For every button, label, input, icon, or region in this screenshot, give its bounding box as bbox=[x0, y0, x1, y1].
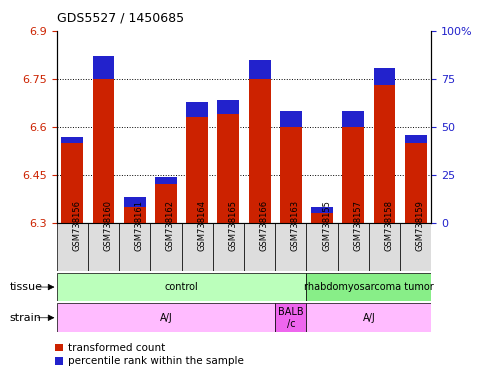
Bar bbox=[124, 207, 145, 223]
Bar bbox=[57, 303, 275, 332]
Bar bbox=[186, 102, 208, 117]
Bar bbox=[311, 213, 333, 223]
Bar bbox=[405, 143, 427, 223]
Bar bbox=[93, 56, 114, 79]
Text: A/J: A/J bbox=[362, 313, 375, 323]
Legend: transformed count, percentile rank within the sample: transformed count, percentile rank withi… bbox=[55, 343, 244, 366]
Bar bbox=[186, 117, 208, 223]
Text: GSM738166: GSM738166 bbox=[260, 200, 269, 251]
Text: strain: strain bbox=[10, 313, 42, 323]
Bar bbox=[307, 303, 431, 332]
Bar bbox=[57, 223, 88, 271]
Bar bbox=[400, 223, 431, 271]
Bar bbox=[338, 223, 369, 271]
Bar bbox=[307, 223, 338, 271]
Bar bbox=[275, 303, 307, 332]
Text: GSM738159: GSM738159 bbox=[416, 200, 425, 250]
Text: GSM738162: GSM738162 bbox=[166, 200, 175, 251]
Bar bbox=[307, 273, 431, 301]
Bar bbox=[374, 68, 395, 85]
Bar bbox=[249, 79, 271, 223]
Bar bbox=[213, 223, 244, 271]
Text: GSM738161: GSM738161 bbox=[135, 200, 144, 251]
Bar bbox=[150, 223, 181, 271]
Bar bbox=[119, 223, 150, 271]
Bar bbox=[280, 127, 302, 223]
Text: GSM738163: GSM738163 bbox=[291, 200, 300, 251]
Text: A/J: A/J bbox=[160, 313, 173, 323]
Text: control: control bbox=[165, 282, 199, 292]
Bar bbox=[369, 223, 400, 271]
Bar bbox=[88, 223, 119, 271]
Bar bbox=[217, 101, 240, 114]
Bar bbox=[244, 223, 275, 271]
Text: GSM738155: GSM738155 bbox=[322, 200, 331, 250]
Text: GSM738156: GSM738156 bbox=[72, 200, 81, 251]
Bar bbox=[374, 85, 395, 223]
Bar bbox=[311, 207, 333, 213]
Bar bbox=[342, 127, 364, 223]
Bar bbox=[342, 111, 364, 127]
Text: tissue: tissue bbox=[10, 282, 43, 292]
Text: GSM738160: GSM738160 bbox=[104, 200, 112, 251]
Text: rhabdomyosarcoma tumor: rhabdomyosarcoma tumor bbox=[304, 282, 434, 292]
Bar bbox=[124, 197, 145, 207]
Text: GSM738164: GSM738164 bbox=[197, 200, 206, 251]
Text: BALB
/c: BALB /c bbox=[278, 307, 304, 329]
Text: GSM738158: GSM738158 bbox=[385, 200, 393, 251]
Text: GSM738165: GSM738165 bbox=[228, 200, 238, 251]
Bar bbox=[405, 135, 427, 143]
Bar bbox=[155, 184, 177, 223]
Bar bbox=[61, 137, 83, 143]
Bar bbox=[249, 60, 271, 79]
Bar bbox=[275, 223, 307, 271]
Bar bbox=[93, 79, 114, 223]
Bar bbox=[57, 273, 307, 301]
Text: GSM738157: GSM738157 bbox=[353, 200, 362, 251]
Bar bbox=[280, 111, 302, 127]
Bar bbox=[181, 223, 213, 271]
Bar bbox=[61, 143, 83, 223]
Bar bbox=[155, 177, 177, 184]
Text: GDS5527 / 1450685: GDS5527 / 1450685 bbox=[57, 12, 184, 25]
Bar bbox=[217, 114, 240, 223]
